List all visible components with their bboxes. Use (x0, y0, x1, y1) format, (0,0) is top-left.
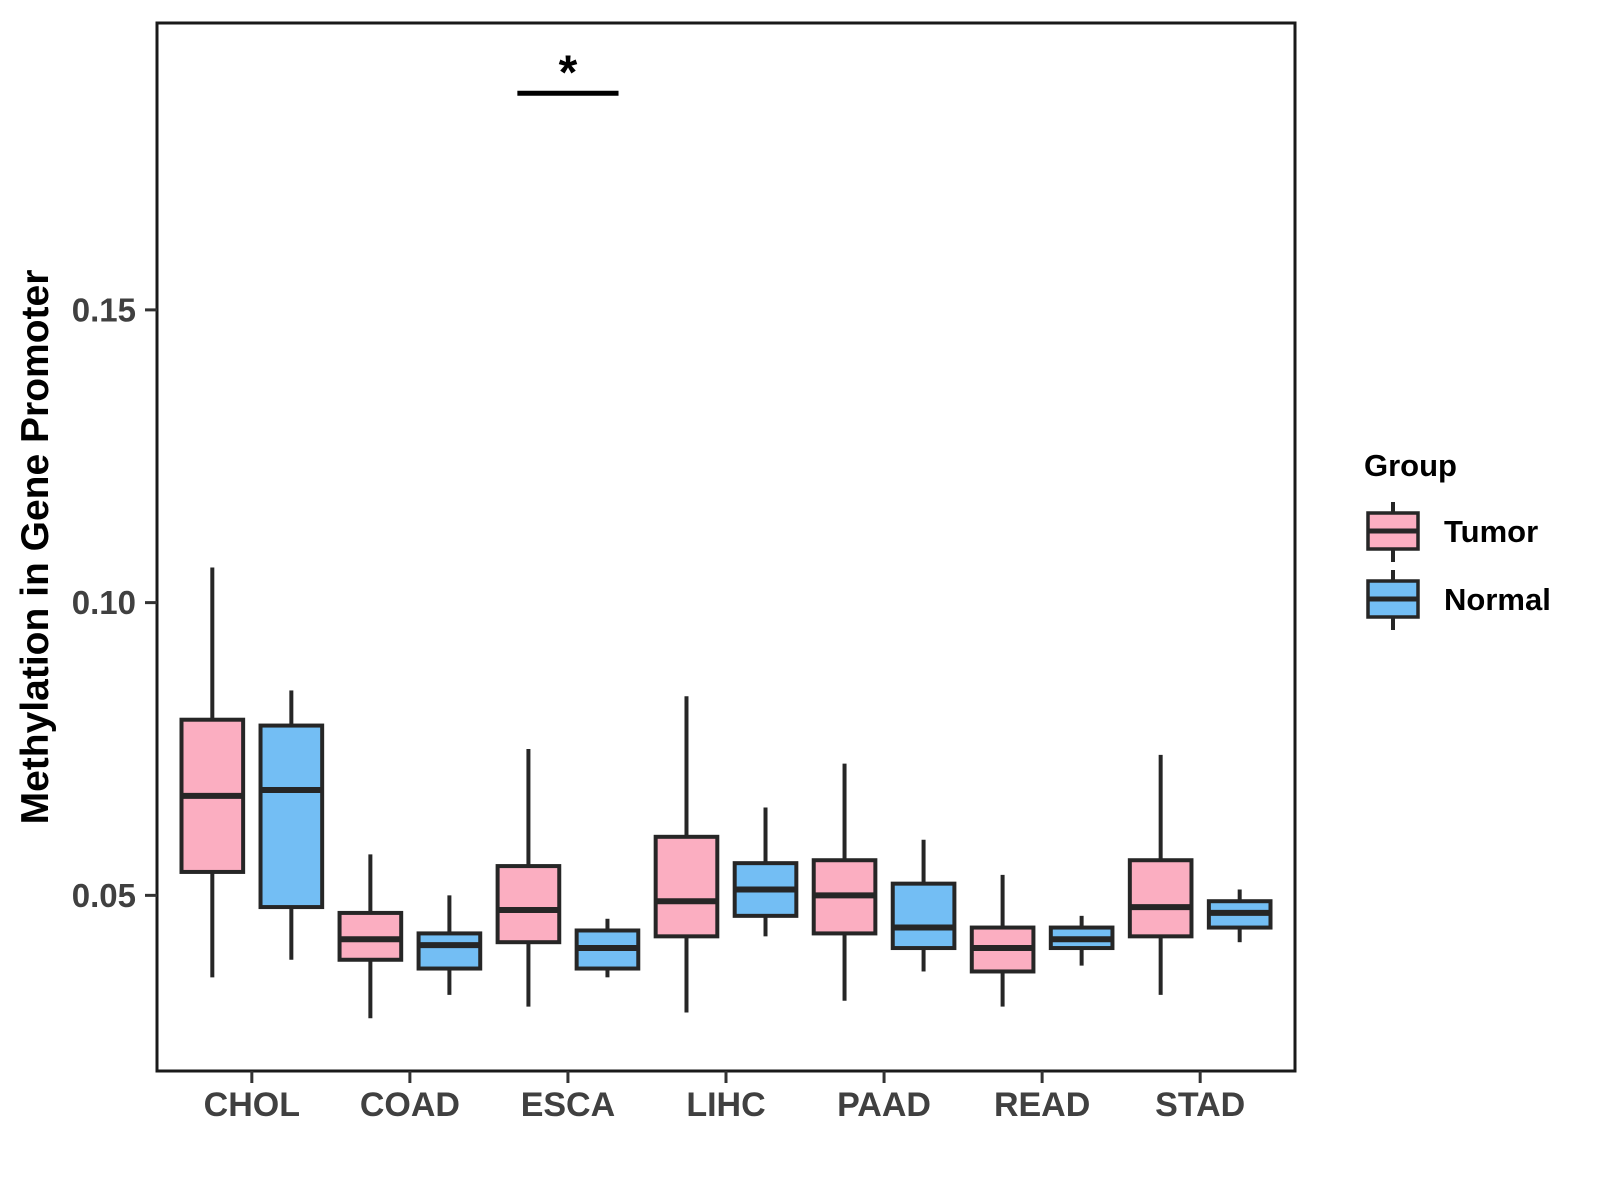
y-tick-label: 0.10 (72, 584, 136, 621)
box-tumor-esca (495, 864, 562, 945)
legend-item-normal: Normal (1364, 568, 1551, 632)
box-tumor-lihc (653, 834, 720, 939)
legend: Group Tumor Normal (1364, 448, 1551, 636)
box-normal-paad (890, 881, 957, 951)
y-axis-title: Methylation in Gene Promoter (14, 269, 57, 825)
box-normal-chol (258, 723, 325, 910)
x-tick-label: CHOL (204, 1086, 300, 1124)
panel-border (155, 21, 1297, 1073)
box-normal-coad (416, 931, 483, 971)
x-tick-label: READ (994, 1086, 1090, 1124)
boxplot-key-tumor-icon (1366, 502, 1420, 562)
box-tumor-stad (1127, 858, 1194, 939)
boxplot-key-normal-icon (1366, 570, 1420, 630)
legend-title: Group (1364, 448, 1457, 483)
x-tick-label: COAD (360, 1086, 460, 1124)
y-tick-label: 0.05 (72, 877, 136, 914)
x-tick-label: STAD (1155, 1086, 1245, 1124)
legend-label-tumor: Tumor (1444, 514, 1539, 549)
x-tick-label: PAAD (837, 1086, 931, 1124)
legend-label-normal: Normal (1444, 582, 1551, 617)
x-tick-label: ESCA (521, 1086, 615, 1124)
significance-star: * (559, 46, 578, 99)
x-tick-label: LIHC (686, 1086, 765, 1124)
y-tick-label: 0.15 (72, 291, 136, 328)
legend-item-tumor: Tumor (1364, 500, 1551, 564)
